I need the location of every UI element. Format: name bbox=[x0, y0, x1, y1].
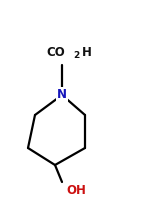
Text: OH: OH bbox=[66, 183, 86, 196]
Text: H: H bbox=[82, 46, 92, 59]
Text: N: N bbox=[57, 89, 67, 101]
Text: CO: CO bbox=[47, 46, 65, 59]
Text: 2: 2 bbox=[73, 52, 79, 60]
